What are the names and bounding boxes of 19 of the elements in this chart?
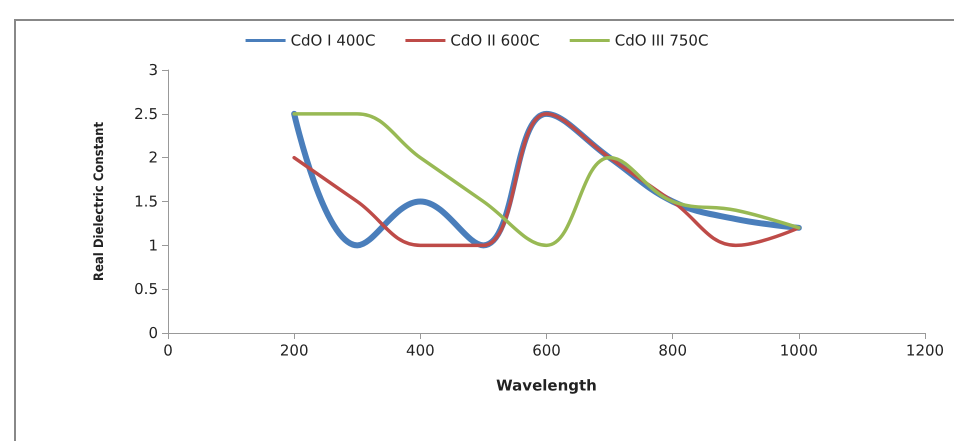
y-tick-label: 1.5 [134, 192, 158, 210]
x-tick-label: 400 [406, 342, 435, 360]
y-tick-label: 2 [148, 148, 158, 167]
x-axis-title: Wavelength [496, 376, 597, 394]
y-tick-label: 2.5 [134, 104, 158, 123]
x-tick-label: 1200 [906, 342, 944, 360]
y-tick-label: 3 [148, 61, 158, 79]
y-tick-label: 0.5 [134, 280, 158, 298]
x-tick-label: 800 [658, 342, 687, 360]
x-tick-label: 600 [532, 342, 561, 360]
legend-label: CdO I 400C [290, 32, 376, 50]
legend-label: CdO III 750C [614, 32, 708, 50]
x-tick-label: 0 [163, 342, 173, 360]
y-tick-label: 0 [148, 324, 158, 342]
x-tick-label: 200 [280, 342, 308, 360]
y-tick-label: 1 [148, 236, 158, 254]
legend-label: CdO II 600C [450, 32, 540, 50]
y-axis-title: Real Dielectric Constant [92, 122, 107, 282]
x-tick-label: 1000 [780, 342, 818, 360]
